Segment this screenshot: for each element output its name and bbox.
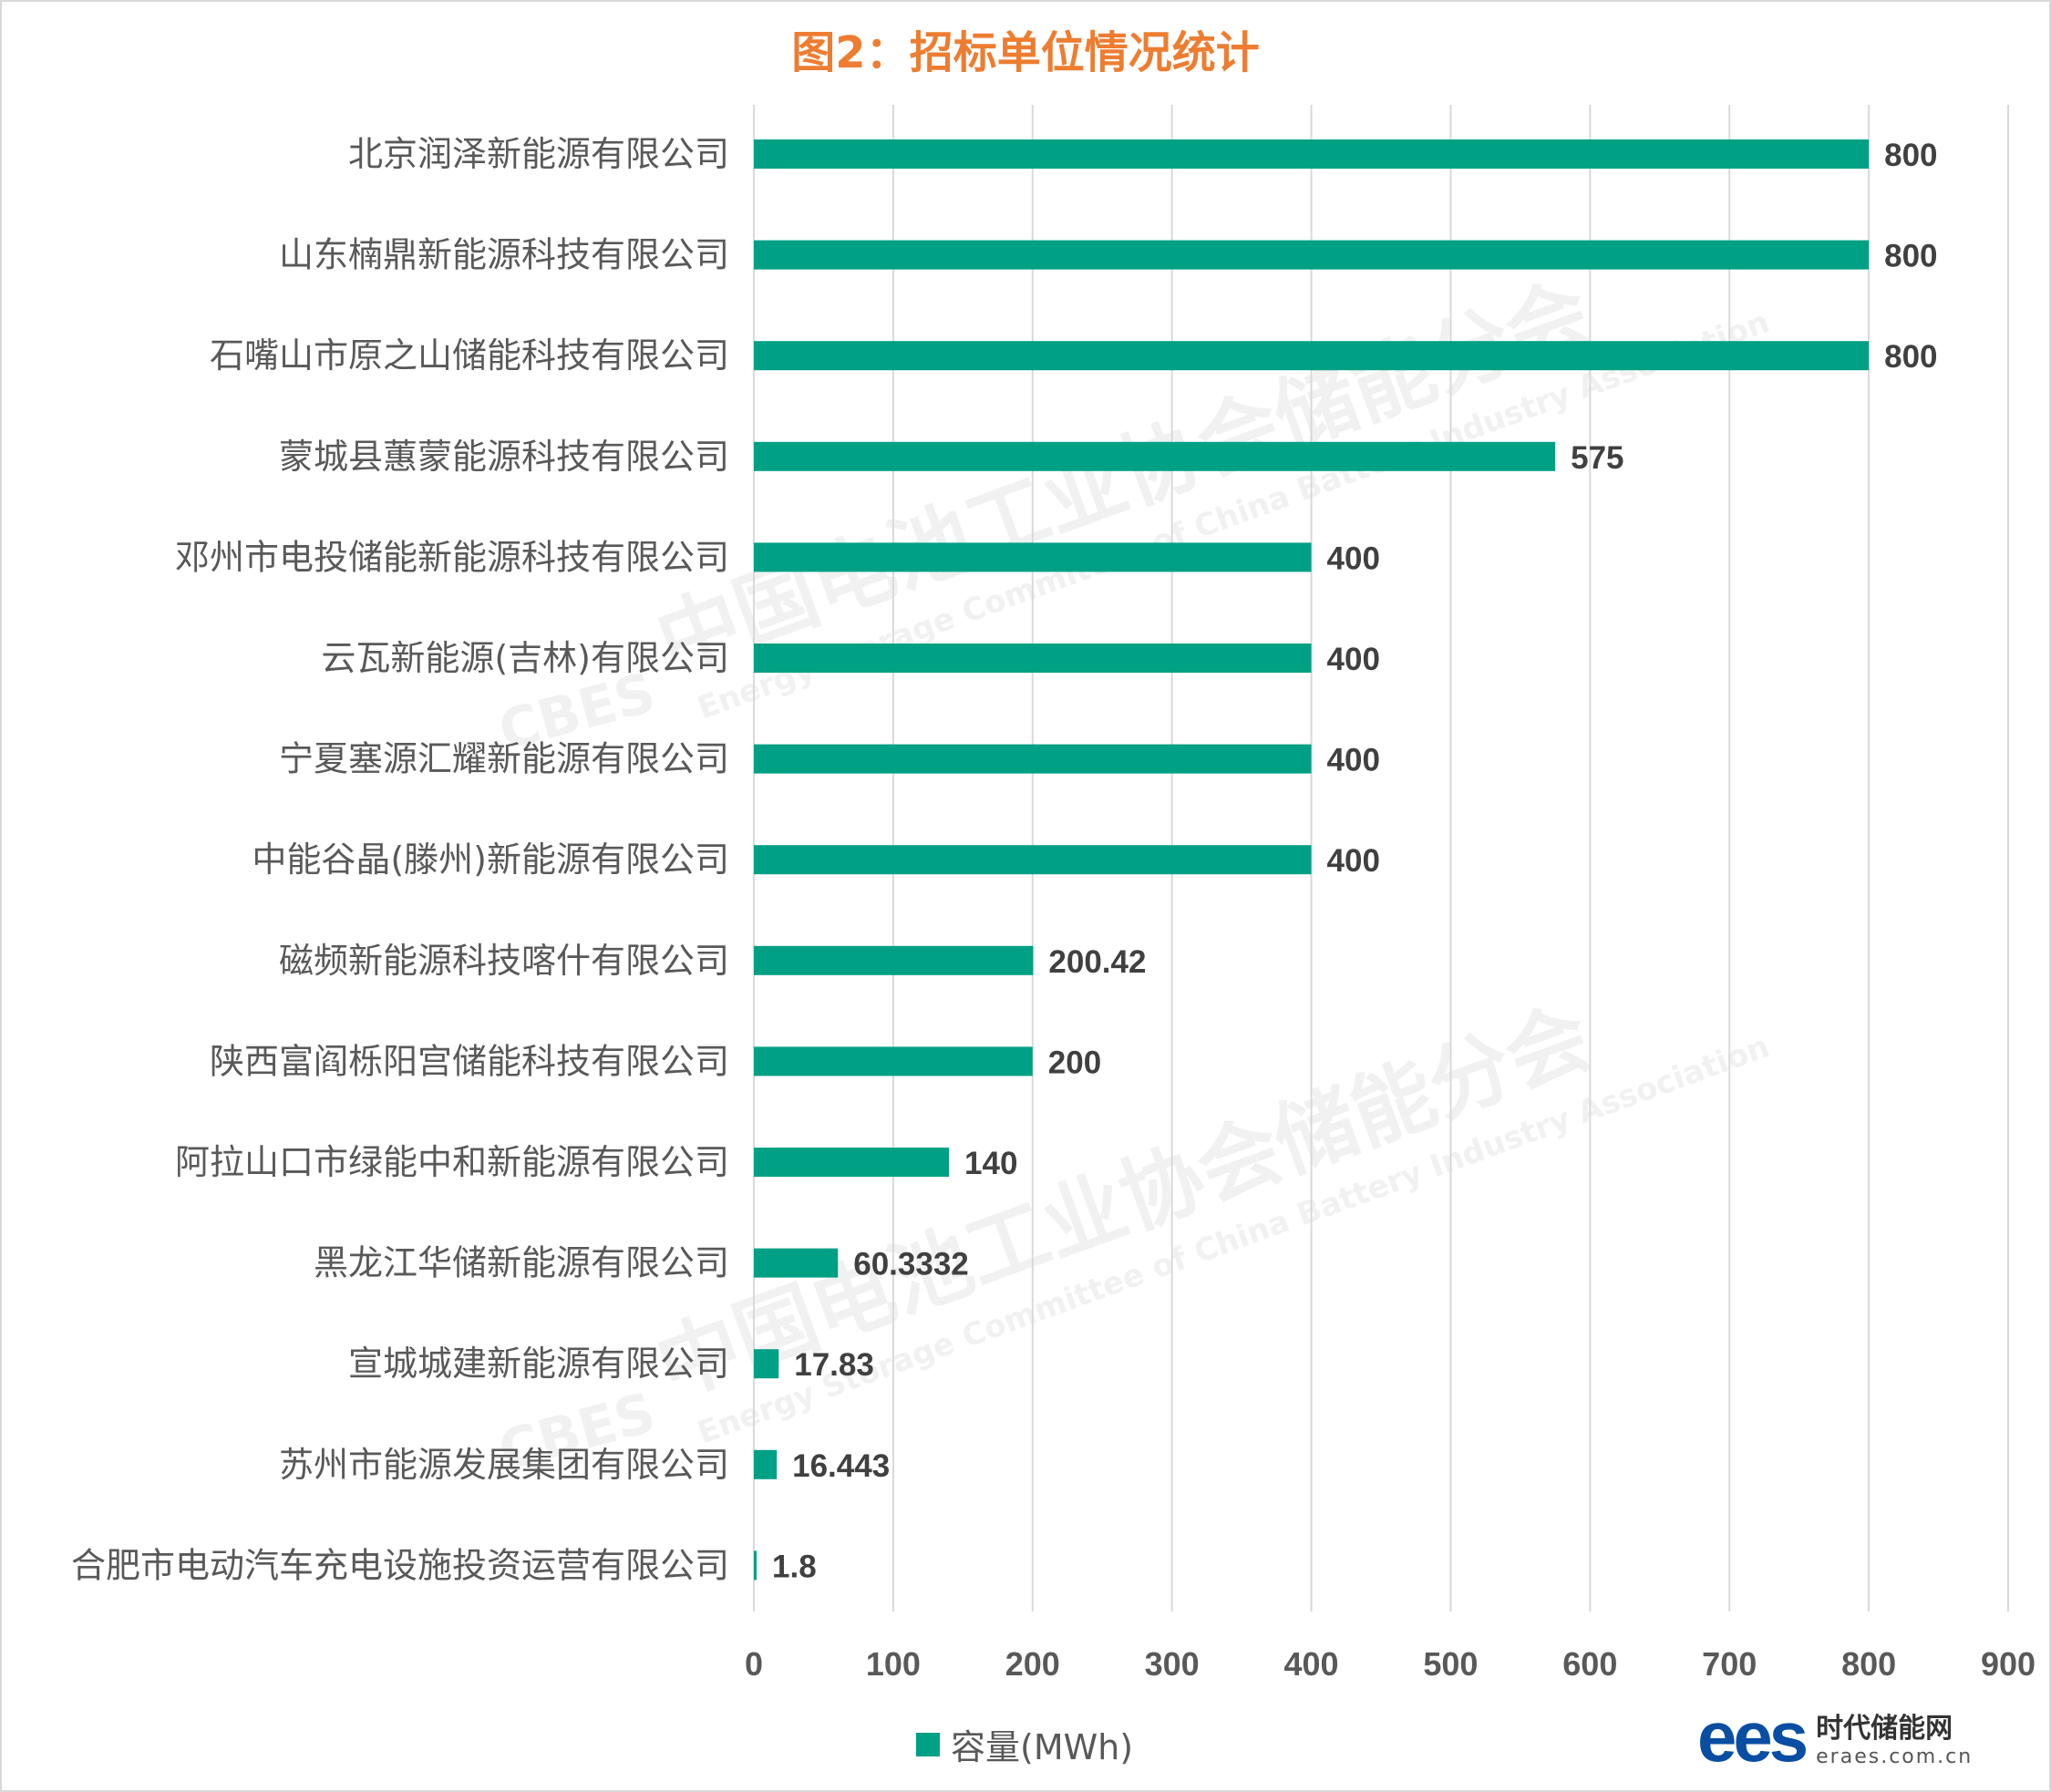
x-tick-label: 0	[745, 1645, 763, 1683]
category-label: 中能谷晶(滕州)新能源有限公司	[252, 839, 729, 880]
bar	[754, 1046, 1033, 1076]
bar	[754, 1248, 839, 1278]
data-label: 17.83	[794, 1347, 874, 1383]
data-label: 800	[1884, 339, 1937, 375]
data-label: 200	[1048, 1045, 1101, 1080]
data-label: 800	[1884, 239, 1937, 274]
x-tick-label: 100	[866, 1645, 921, 1683]
bar	[754, 845, 1312, 875]
data-label: 200.42	[1048, 944, 1146, 980]
data-label: 400	[1327, 743, 1380, 778]
x-tick-label: 200	[1005, 1645, 1060, 1683]
x-tick-label: 600	[1562, 1645, 1617, 1683]
data-label: 1.8	[772, 1549, 817, 1584]
data-label: 575	[1571, 440, 1623, 476]
x-tick-label: 900	[1981, 1645, 2036, 1683]
bar	[754, 744, 1312, 774]
category-label: 邓州市电投储能新能源科技有限公司	[175, 537, 729, 577]
category-label: 阿拉山口市绿能中和新能源有限公司	[175, 1142, 729, 1182]
bar	[754, 240, 1870, 270]
x-tick-label: 300	[1145, 1645, 1200, 1683]
category-label: 云瓦新能源(吉林)有限公司	[321, 638, 729, 678]
bar	[754, 945, 1034, 975]
bar	[754, 1550, 757, 1581]
bar	[754, 1148, 950, 1177]
category-label: 苏州市能源发展集团有限公司	[279, 1445, 729, 1485]
category-label: 北京润泽新能源有限公司	[348, 134, 729, 174]
logo-name: 时代储能网	[1816, 1712, 1953, 1745]
data-label: 140	[964, 1146, 1017, 1181]
data-label: 60.3332	[853, 1247, 969, 1282]
category-label: 蒙城县蕙蒙能源科技有限公司	[279, 437, 729, 477]
category-label: 磁频新能源科技喀什有限公司	[279, 941, 729, 981]
category-label: 合肥市电动汽车充电设施投资运营有限公司	[71, 1545, 729, 1585]
data-label: 400	[1327, 642, 1380, 677]
category-label: 陕西富阎栎阳宫储能科技有限公司	[210, 1041, 729, 1081]
bar	[754, 139, 1870, 169]
legend-swatch	[916, 1732, 940, 1756]
logo-mark: ees	[1697, 1696, 1809, 1777]
data-label: 400	[1327, 541, 1380, 576]
category-label: 宁夏塞源汇耀新能源有限公司	[279, 739, 729, 779]
bar	[754, 1349, 779, 1379]
bar	[754, 542, 1312, 572]
category-label: 山东楠鼎新能源科技有限公司	[279, 235, 729, 275]
legend: 容量(MWh)	[916, 1719, 1133, 1769]
x-tick-label: 500	[1423, 1645, 1478, 1683]
category-label: 宣城城建新能源有限公司	[348, 1344, 729, 1384]
x-tick-label: 700	[1702, 1645, 1757, 1683]
category-label: 石嘴山市原之山储能科技有限公司	[210, 335, 729, 376]
bar	[754, 1449, 778, 1479]
data-label: 16.443	[792, 1448, 890, 1484]
bar	[754, 341, 1870, 371]
data-label: 400	[1327, 843, 1380, 879]
chart-title: 图2：招标单位情况统计	[791, 27, 1260, 78]
category-label: 黑龙江华储新能源有限公司	[314, 1243, 729, 1283]
data-label: 800	[1884, 138, 1937, 173]
legend-label: 容量(MWh)	[951, 1727, 1134, 1767]
x-tick-label: 400	[1284, 1645, 1339, 1683]
bar	[754, 441, 1556, 471]
bar	[754, 644, 1312, 673]
logo-url: eraes.com.cn	[1816, 1745, 1974, 1768]
ees-logo: ees 时代储能网 eraes.com.cn	[1697, 1701, 1973, 1772]
x-tick-label: 800	[1841, 1645, 1896, 1683]
